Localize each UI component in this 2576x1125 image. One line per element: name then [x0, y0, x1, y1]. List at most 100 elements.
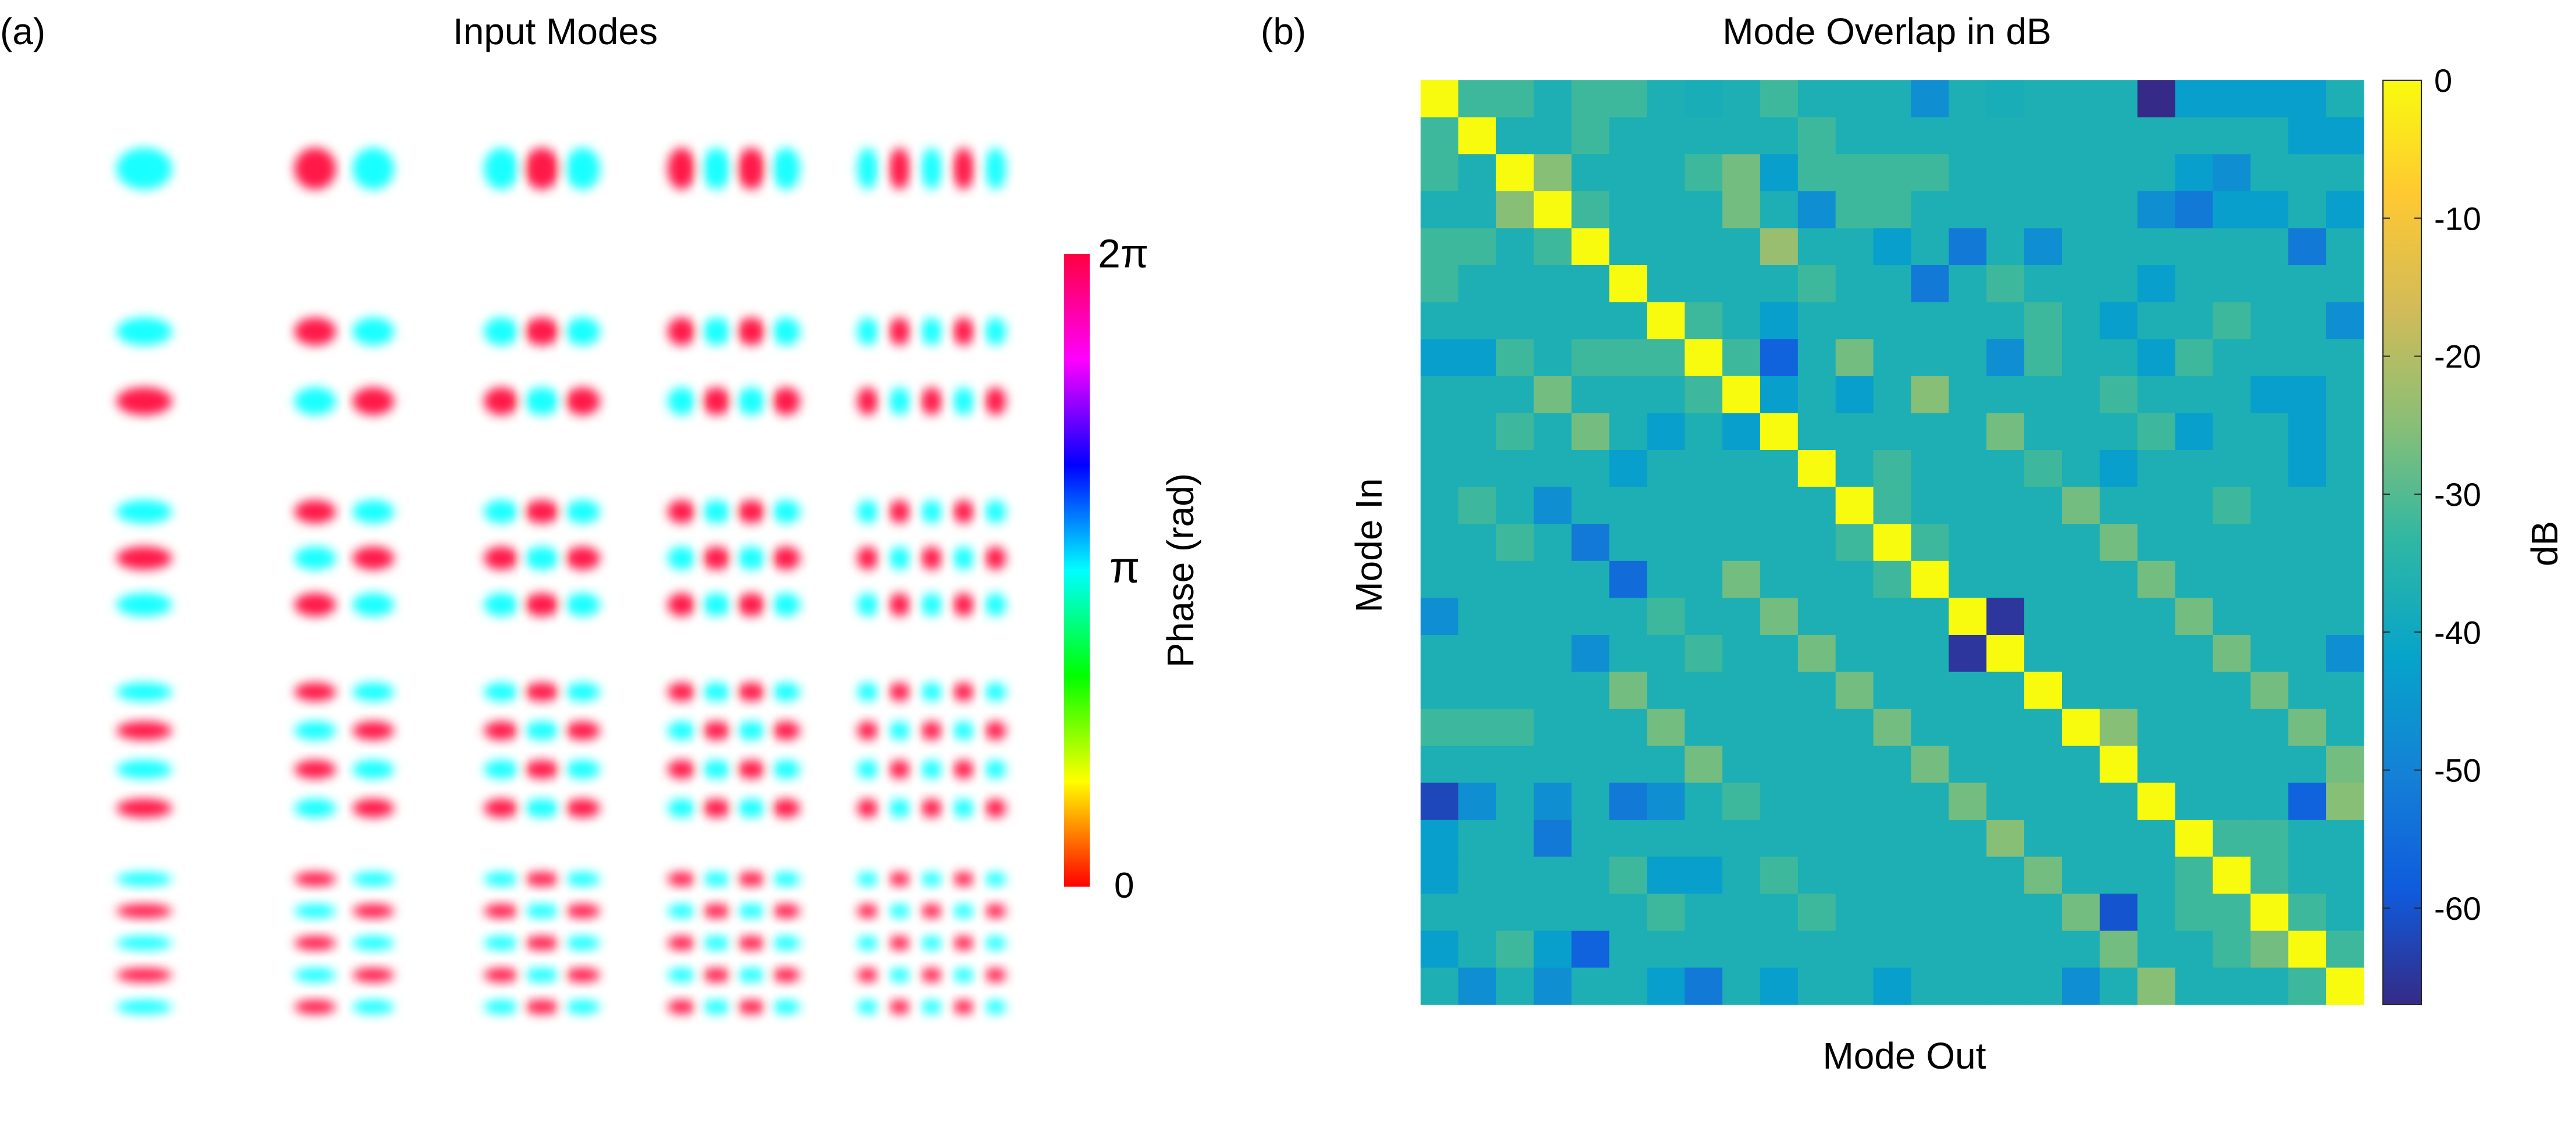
mode-lobe-m4-n4	[889, 904, 910, 918]
mode-lobe-m3-n3	[702, 683, 730, 701]
heatmap-cell-r24-c21	[2213, 967, 2251, 1005]
mode-lobe-m2-n2	[525, 593, 559, 616]
heatmap-cell-r20-c11	[1835, 820, 1874, 858]
heatmap-cell-r0-c18	[2099, 80, 2138, 118]
heatmap-cell-r9-c6	[1647, 413, 1685, 451]
mode-lobe-m4-n3	[953, 799, 974, 817]
heatmap-cell-r13-c13	[1911, 560, 1949, 598]
mode-lobe-m3-n3	[772, 760, 800, 779]
heatmap-cell-r3-c14	[1949, 191, 1987, 228]
heatmap-cell-r16-c7	[1685, 672, 1723, 709]
heatmap-cell-r17-c11	[1835, 709, 1874, 747]
db-tick-label: -30	[2434, 476, 2481, 513]
heatmap-cell-r13-c15	[1986, 560, 2025, 598]
heatmap-cell-r15-c21	[2213, 635, 2251, 673]
heatmap-cell-r11-c22	[2250, 487, 2289, 524]
heatmap-cell-r23-c24	[2326, 930, 2364, 968]
heatmap-cell-r23-c6	[1647, 930, 1685, 968]
mode-lobe-m2-n3	[484, 683, 519, 701]
db-tick-label: -50	[2434, 752, 2481, 789]
heatmap-cell-r15-c5	[1609, 635, 1647, 673]
mode-lobe-m4-n2	[953, 500, 974, 523]
mode-lobe-m2-n1	[565, 387, 600, 415]
heatmap-cell-r11-c12	[1873, 487, 1912, 524]
heatmap-cell-r5-c5	[1609, 265, 1647, 303]
heatmap-cell-r10-c1	[1458, 450, 1497, 488]
heatmap-cell-r1-c17	[2061, 117, 2100, 155]
heatmap-cell-r10-c13	[1911, 450, 1949, 488]
mode-lobe-m4-n2	[921, 547, 942, 570]
mode-lobe-m4-n3	[857, 721, 878, 740]
heatmap-cell-r6-c6	[1647, 302, 1685, 340]
heatmap-cell-r20-c15	[1986, 820, 2025, 858]
heatmap-cell-r17-c24	[2326, 709, 2364, 747]
heatmap-cell-r0-c8	[1722, 80, 1761, 118]
heatmap-cell-r6-c5	[1609, 302, 1647, 340]
mode-lobe-m4-n1	[985, 387, 1006, 415]
heatmap-cell-r17-c7	[1685, 709, 1723, 747]
heatmap-cell-r22-c4	[1571, 894, 1610, 931]
heatmap-cell-r20-c24	[2326, 820, 2364, 858]
heatmap-cell-r12-c17	[2061, 524, 2100, 562]
mode-lobe-m4-n3	[953, 683, 974, 701]
heatmap-cell-r4-c2	[1496, 228, 1535, 266]
mode-lobe-m1-n4	[352, 872, 394, 886]
heatmap-cell-r23-c9	[1760, 930, 1799, 968]
phase-colorbar: 2π π 0 Phase (rad)	[1064, 231, 1201, 906]
mode-lobe-m3-n2	[668, 593, 695, 616]
heatmap-cell-r10-c20	[2175, 450, 2214, 488]
heatmap-cell-r14-c1	[1458, 598, 1497, 635]
heatmap-cell-r11-c20	[2175, 487, 2214, 524]
mode-lobe-m2-n1	[484, 387, 519, 415]
db-tick-label: -20	[2434, 338, 2481, 375]
heatmap-cell-r19-c5	[1609, 783, 1647, 820]
heatmap-cell-r7-c22	[2250, 339, 2289, 377]
mode-lobe-m3-n2	[737, 500, 765, 523]
mode-lobe-m2-n4	[525, 872, 559, 886]
heatmap-cell-r15-c23	[2288, 635, 2327, 673]
heatmap-cell-r24-c14	[1949, 967, 1987, 1005]
heatmap-cell-r11-c7	[1685, 487, 1723, 524]
heatmap-cell-r10-c17	[2061, 450, 2100, 488]
heatmap-cell-r3-c5	[1609, 191, 1647, 228]
heatmap-cell-r22-c13	[1911, 894, 1949, 931]
mode-lobe-m4-n4	[857, 968, 878, 982]
heatmap-cell-r9-c24	[2326, 413, 2364, 451]
mode-lobe-m4-n4	[921, 936, 942, 950]
heatmap-cell-r10-c10	[1797, 450, 1836, 488]
heatmap-cell-r13-c11	[1835, 560, 1874, 598]
mode-lobe-m2-n4	[525, 904, 559, 918]
heatmap-cell-r20-c8	[1722, 820, 1761, 858]
heatmap-cell-r12-c19	[2137, 524, 2176, 562]
heatmap-cell-r19-c0	[1421, 783, 1459, 820]
heatmap-cell-r3-c19	[2137, 191, 2176, 228]
heatmap-cell-r15-c22	[2250, 635, 2289, 673]
mode-lobe-m1-n4	[352, 968, 394, 982]
mode-lobe-m2-n4	[484, 904, 519, 918]
heatmap-cell-r5-c21	[2213, 265, 2251, 303]
heatmap-cell-r5-c4	[1571, 265, 1610, 303]
heatmap-cell-r13-c1	[1458, 560, 1497, 598]
heatmap-cell-r23-c16	[2024, 930, 2063, 968]
heatmap-cell-r18-c21	[2213, 745, 2251, 783]
heatmap-cell-r8-c5	[1609, 376, 1647, 413]
mode-lobe-m1-n3	[352, 683, 394, 701]
heatmap-cell-r9-c0	[1421, 413, 1459, 451]
mode-lobe-m1-n3	[294, 721, 336, 740]
heatmap-cell-r15-c24	[2326, 635, 2364, 673]
heatmap-cell-r18-c13	[1911, 745, 1949, 783]
heatmap-cell-r1-c7	[1685, 117, 1723, 155]
heatmap-cell-r18-c23	[2288, 745, 2327, 783]
heatmap-cell-r20-c2	[1496, 820, 1535, 858]
mode-lobe-m1-n1	[352, 317, 394, 345]
mode-lobe-m3-n3	[737, 721, 765, 740]
db-tick-label: -10	[2434, 200, 2481, 237]
mode-lobe-m1-n4	[294, 1000, 336, 1014]
mode-lobe-m2-n4	[484, 936, 519, 950]
heatmap-cell-r5-c2	[1496, 265, 1535, 303]
heatmap-cell-r13-c6	[1647, 560, 1685, 598]
heatmap-cell-r5-c8	[1722, 265, 1761, 303]
heatmap-cell-r7-c9	[1760, 339, 1799, 377]
mode-lobe-m1-n2	[352, 547, 394, 570]
heatmap-cell-r9-c21	[2213, 413, 2251, 451]
